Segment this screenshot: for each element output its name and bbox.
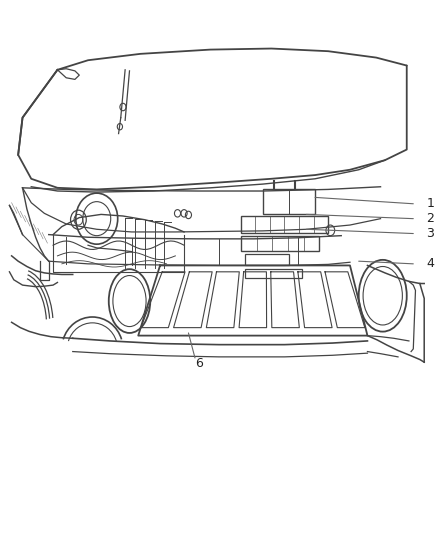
Bar bbox=[245, 254, 289, 265]
Bar bbox=[241, 236, 319, 251]
Text: 2: 2 bbox=[426, 212, 434, 225]
Bar bbox=[245, 269, 302, 278]
Text: 6: 6 bbox=[195, 357, 203, 370]
Bar bbox=[263, 189, 315, 214]
Text: 3: 3 bbox=[426, 227, 434, 240]
Text: 1: 1 bbox=[426, 197, 434, 211]
Text: 4: 4 bbox=[426, 257, 434, 270]
Bar bbox=[241, 216, 328, 233]
